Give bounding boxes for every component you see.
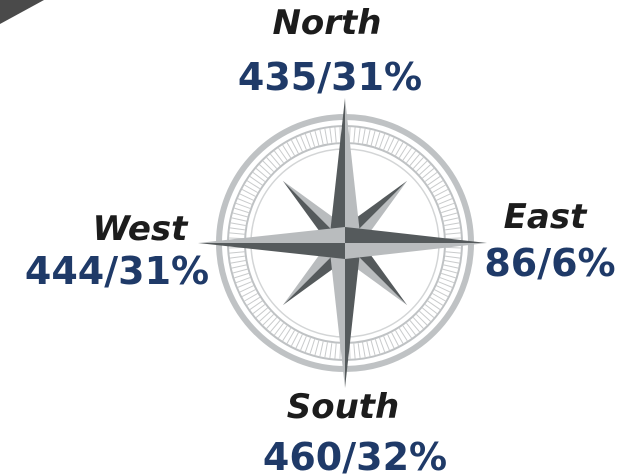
ring-tick bbox=[443, 213, 457, 217]
ring-tick bbox=[354, 127, 355, 142]
ring-tick bbox=[238, 282, 252, 288]
ring-tick bbox=[441, 208, 455, 213]
ring-tick bbox=[296, 138, 302, 152]
ring-tick bbox=[236, 203, 250, 208]
ring-tick bbox=[440, 203, 454, 208]
ring-tick bbox=[230, 256, 245, 258]
ring-tick bbox=[380, 338, 385, 352]
ring-tick bbox=[371, 341, 375, 355]
ring-tick bbox=[236, 278, 250, 283]
ring-tick bbox=[371, 131, 375, 145]
direction-value: 86/6% bbox=[484, 241, 615, 285]
ring-tick bbox=[296, 335, 302, 349]
ring-tick bbox=[354, 344, 355, 359]
infographic: North 435/31% West 444/31% East 86/6% So… bbox=[0, 0, 638, 476]
ring-tick bbox=[232, 265, 247, 268]
ring-tick bbox=[446, 233, 461, 234]
ring-tick bbox=[363, 342, 366, 357]
ring-tick bbox=[310, 339, 315, 353]
direction-label: West bbox=[93, 209, 190, 249]
ring-tick bbox=[240, 286, 254, 292]
ring-tick bbox=[231, 261, 246, 264]
ring-tick bbox=[444, 261, 459, 264]
page: North 435/31% West 444/31% East 86/6% So… bbox=[0, 0, 638, 476]
ring-tick bbox=[325, 129, 328, 144]
ring-tick bbox=[315, 341, 319, 355]
ring-tick bbox=[446, 247, 461, 248]
ring-tick bbox=[301, 336, 307, 350]
ring-tick bbox=[444, 218, 459, 221]
ring-tick bbox=[320, 342, 323, 357]
ring-tick bbox=[444, 223, 459, 226]
ring-tick bbox=[384, 336, 390, 350]
ring-tick bbox=[416, 161, 427, 172]
ring-tick bbox=[443, 269, 457, 273]
ring-tick bbox=[335, 127, 336, 142]
ring-tick bbox=[388, 138, 394, 152]
ring-tick bbox=[445, 228, 460, 230]
ring-tick bbox=[445, 256, 460, 258]
ring-tick bbox=[375, 132, 380, 146]
direction-value: 460/32% bbox=[263, 435, 447, 476]
ring-tick bbox=[330, 343, 332, 358]
ring-tick bbox=[388, 335, 394, 349]
ring-tick bbox=[437, 286, 451, 292]
ring-tick bbox=[437, 194, 451, 200]
ring-tick bbox=[446, 238, 461, 239]
direction-label: North bbox=[272, 3, 381, 43]
ring-tick bbox=[263, 314, 274, 325]
ring-tick bbox=[263, 161, 274, 172]
ring-tick bbox=[444, 265, 459, 268]
ring-tick bbox=[358, 343, 360, 358]
ring-tick bbox=[363, 129, 366, 144]
compass-rose bbox=[198, 98, 487, 388]
ring-tick bbox=[230, 228, 245, 230]
ring-tick bbox=[380, 134, 385, 148]
ring-tick bbox=[234, 273, 248, 278]
ring-tick bbox=[375, 339, 380, 353]
ring-tick bbox=[440, 278, 454, 283]
direction-value: 435/31% bbox=[238, 55, 422, 99]
ring-tick bbox=[233, 269, 247, 273]
ring-tick bbox=[315, 131, 319, 145]
ring-tick bbox=[320, 130, 323, 145]
ring-tick bbox=[301, 136, 307, 150]
ring-tick bbox=[330, 128, 332, 143]
corner-tab bbox=[0, 0, 44, 24]
ring-tick bbox=[367, 342, 370, 357]
ring-tick bbox=[305, 134, 310, 148]
direction-label: South bbox=[287, 387, 400, 427]
ring-tick bbox=[416, 314, 427, 325]
ring-tick bbox=[229, 233, 244, 234]
ring-tick bbox=[325, 342, 328, 357]
ring-tick bbox=[229, 252, 244, 253]
ring-tick bbox=[438, 199, 452, 205]
ring-tick bbox=[438, 282, 452, 288]
ring-tick bbox=[367, 130, 370, 145]
ring-tick bbox=[446, 252, 461, 253]
ring-tick bbox=[240, 194, 254, 200]
ring-tick bbox=[310, 132, 315, 146]
ring-tick bbox=[231, 223, 246, 226]
ring-tick bbox=[305, 338, 310, 352]
direction-value: 444/31% bbox=[25, 249, 209, 293]
ring-tick bbox=[232, 218, 247, 221]
ring-tick bbox=[234, 208, 248, 213]
direction-label: East bbox=[504, 197, 588, 237]
ring-tick bbox=[233, 213, 247, 217]
ring-tick bbox=[384, 136, 390, 150]
ring-tick bbox=[238, 199, 252, 205]
ring-tick bbox=[335, 344, 336, 359]
ring-tick bbox=[358, 128, 360, 143]
ring-tick bbox=[441, 273, 455, 278]
